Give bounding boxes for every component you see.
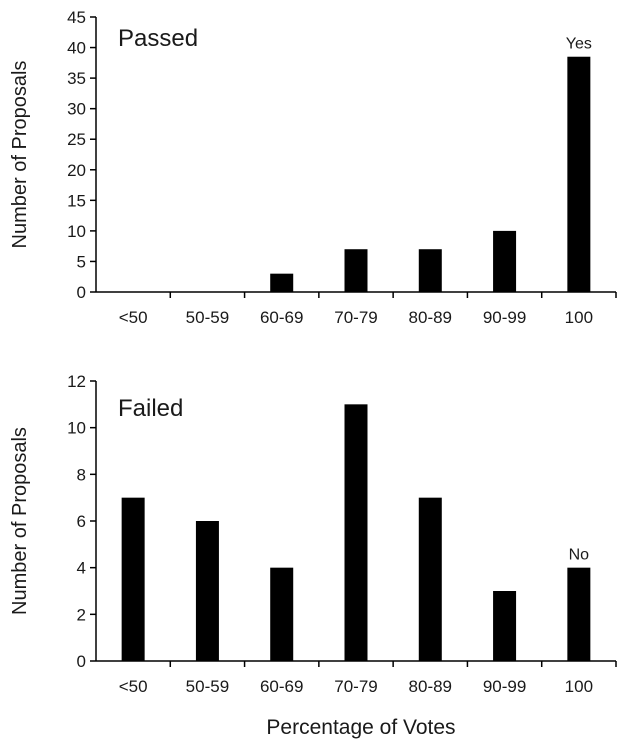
passed-chart: 0 5 10 15 20 25 30 35 40 45 <50 50-59 60-69 70-79 80-8… [9, 8, 617, 327]
bar [567, 567, 591, 661]
x-tick-label: 90-99 [483, 677, 526, 696]
y-axis-label: Number of Proposals [9, 61, 31, 249]
x-tick-label: 50-59 [186, 677, 229, 696]
bar [270, 273, 294, 292]
x-tick-label: 70-79 [334, 677, 377, 696]
x-tick-label: 80-89 [409, 308, 452, 327]
bar [493, 230, 517, 292]
bar [344, 249, 368, 292]
y-tick-label: 5 [77, 252, 86, 271]
x-tick-label: 80-89 [409, 677, 452, 696]
failed-chart: 0 2 4 6 8 10 12 <50 50-59 60-69 70-79 80-89 90-99 100… [9, 372, 617, 696]
x-tick-label: <50 [119, 308, 148, 327]
y-tick-label: 10 [67, 419, 86, 438]
bar [418, 249, 442, 292]
y-tick-label: 10 [67, 222, 86, 241]
y-tick-label: 6 [77, 512, 86, 531]
y-tick-label: 2 [77, 605, 86, 624]
bar-annotation: No [569, 547, 590, 564]
y-tick-label: 12 [67, 372, 86, 391]
y-tick-label: 20 [67, 161, 86, 180]
y-axis-label: Number of Proposals [9, 427, 31, 615]
x-tick-label: 70-79 [334, 308, 377, 327]
y-tick-label: 30 [67, 100, 86, 119]
y-tick-label: 40 [67, 39, 86, 58]
x-tick-label: 60-69 [260, 677, 303, 696]
bar-annotation: Yes [566, 36, 592, 53]
bar [567, 56, 591, 292]
x-tick-label: 100 [565, 308, 593, 327]
y-tick-label: 8 [77, 465, 86, 484]
bar [195, 521, 219, 661]
bar [121, 497, 145, 661]
y-tick-label: 0 [77, 652, 86, 671]
y-tick-label: 0 [77, 283, 86, 302]
y-tick-label: 4 [77, 559, 86, 578]
bar [418, 497, 442, 661]
chart-title: Failed [118, 395, 183, 422]
x-tick-label: 50-59 [186, 308, 229, 327]
x-tick-label: 100 [565, 677, 593, 696]
y-tick-label: 45 [67, 8, 86, 27]
y-tick-label: 25 [67, 130, 86, 149]
bar [344, 404, 368, 661]
x-tick-label: 60-69 [260, 308, 303, 327]
chart-title: Passed [118, 25, 198, 52]
y-tick-label: 15 [67, 191, 86, 210]
x-tick-label: 90-99 [483, 308, 526, 327]
bar [270, 567, 294, 661]
y-tick-label: 35 [67, 69, 86, 88]
bar [493, 591, 517, 661]
x-tick-label: <50 [119, 677, 148, 696]
x-axis-label: Percentage of Votes [266, 716, 455, 739]
